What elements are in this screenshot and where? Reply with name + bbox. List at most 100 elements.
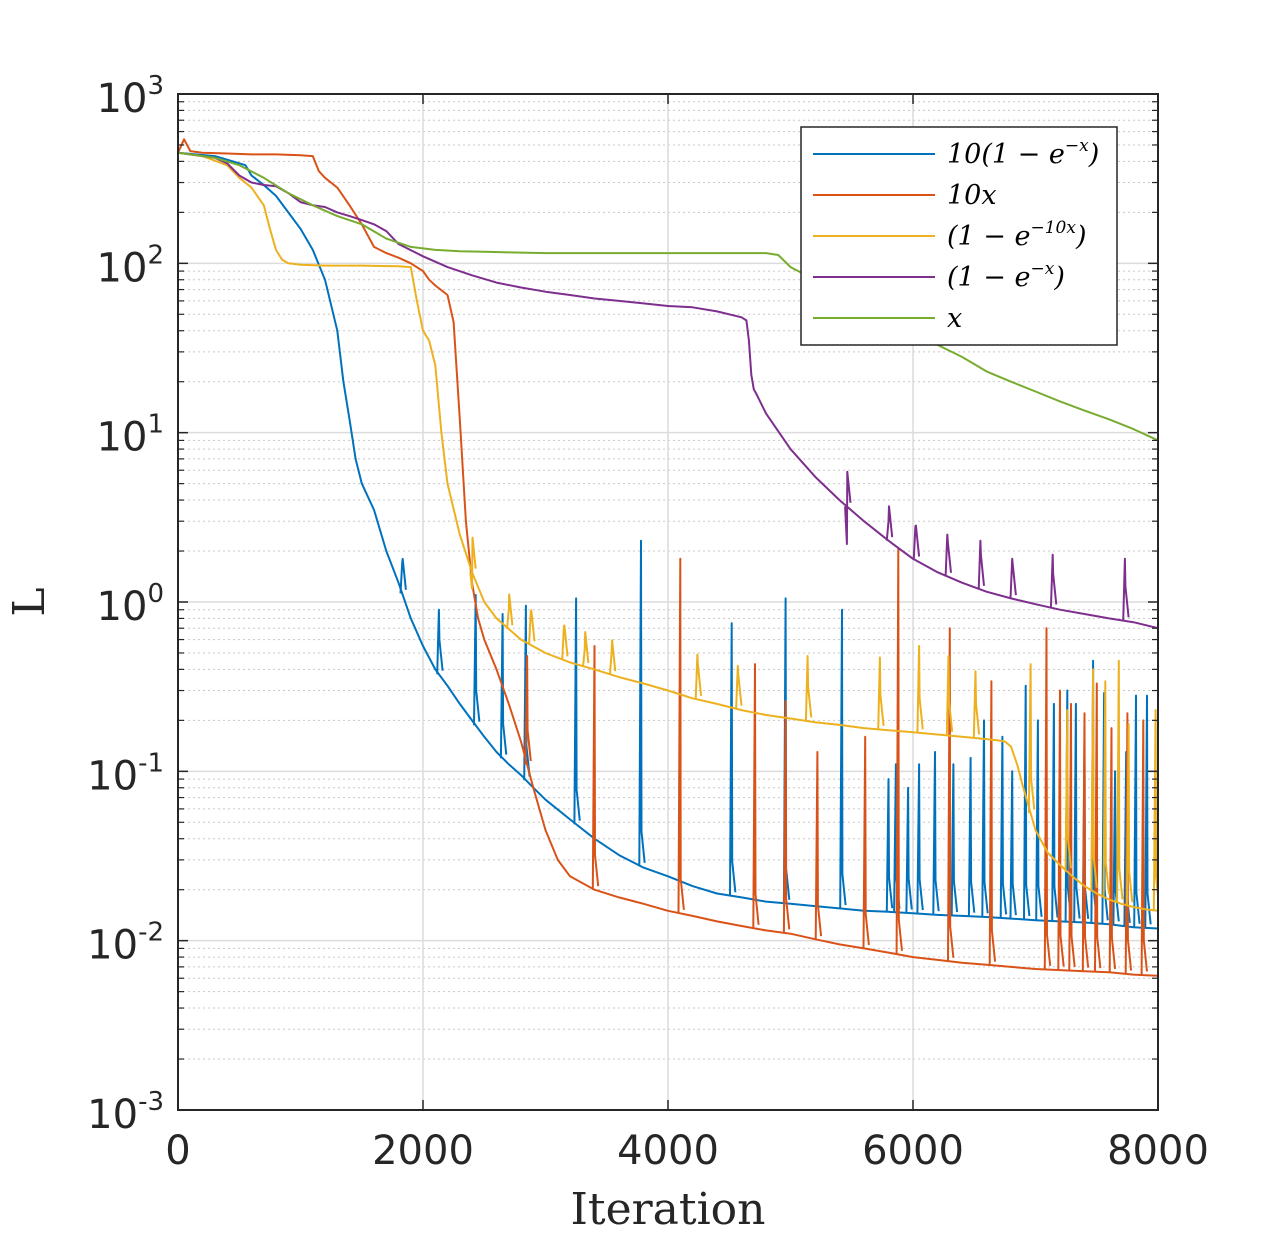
series-spike-3 <box>1122 557 1130 621</box>
series-line-2 <box>178 151 1158 912</box>
y-tick-exponent: 0 <box>147 579 164 609</box>
series-spike-0 <box>950 763 959 916</box>
series-spike-1 <box>988 680 997 966</box>
series-spike-1 <box>1140 719 1148 976</box>
series-spike-0 <box>916 763 924 914</box>
y-axis-title: L <box>4 587 55 616</box>
legend-label-3: (1 − e−x) <box>947 259 1065 293</box>
series-spike-1 <box>1081 712 1090 972</box>
legend-label-superscript: −x <box>1030 259 1054 279</box>
y-tick-label: 102 <box>97 240 164 291</box>
series-spike-1 <box>1108 727 1117 973</box>
series-spike-2 <box>735 664 743 710</box>
series-line-1 <box>178 138 1158 977</box>
series-spike-2 <box>1064 709 1072 872</box>
y-tick-exponent: 3 <box>147 71 164 101</box>
series-spike-0 <box>839 608 847 909</box>
series-spike-3 <box>912 524 921 561</box>
y-tick-exponent: 1 <box>147 410 164 440</box>
series-spike-0 <box>1023 684 1031 920</box>
series-spike-0 <box>729 622 737 896</box>
legend-label-0: 10(1 − e−x) <box>947 136 1099 170</box>
series-spike-0 <box>1035 719 1043 921</box>
y-tick-base: 10 <box>97 76 148 122</box>
legend-label-text: (1 − e <box>947 221 1030 252</box>
series-spike-0 <box>981 719 989 917</box>
series-spike-1 <box>1094 682 1102 972</box>
y-tick-exponent: -3 <box>138 1087 164 1117</box>
series-spike-1 <box>591 645 600 890</box>
series-spike-2 <box>582 631 590 667</box>
series-spike-2 <box>916 645 924 733</box>
legend-label-4: x <box>947 303 962 334</box>
series-spike-1 <box>862 735 870 949</box>
y-tick-exponent: -1 <box>138 748 164 778</box>
legend-label-superscript: −10x <box>1030 218 1076 238</box>
series-spike-2 <box>506 593 514 630</box>
series-spike-3 <box>885 505 894 541</box>
series-spike-2 <box>1116 659 1124 904</box>
legend-label-text: 10(1 − e <box>947 139 1065 170</box>
series-spike-2 <box>528 609 536 645</box>
legend-label-2: (1 − e−10x) <box>947 218 1087 252</box>
series-spike-2 <box>694 653 703 700</box>
series-spike-0 <box>638 539 646 867</box>
series-spike-1 <box>524 655 532 765</box>
series-spike-2 <box>945 655 954 736</box>
x-tick-label: 6000 <box>862 1128 964 1174</box>
series-spike-3 <box>1009 557 1017 599</box>
y-tick-label: 10-1 <box>87 748 164 799</box>
series-spike-2 <box>1125 723 1134 906</box>
legend-label-text: x <box>947 303 962 334</box>
y-tick-exponent: 2 <box>147 240 164 270</box>
legend-label-closing: ) <box>1088 139 1100 170</box>
y-tick-label: 103 <box>97 71 164 122</box>
major-grid <box>178 94 1158 1110</box>
series-spike-1 <box>1057 689 1065 971</box>
legend-label-1: 10x <box>947 180 997 211</box>
legend-label-superscript: −x <box>1065 136 1089 156</box>
series-spike-0 <box>905 786 913 914</box>
series-spike-0 <box>1073 702 1081 923</box>
series-spike-0 <box>473 594 481 726</box>
y-tick-label: 101 <box>97 410 164 461</box>
series-layer <box>178 138 1158 977</box>
legend-label-closing: ) <box>1053 262 1065 293</box>
series-spike-2 <box>972 670 981 739</box>
series-spike-2 <box>469 536 477 590</box>
y-tick-base: 10 <box>97 245 148 291</box>
series-spike-3 <box>944 533 952 577</box>
series-spike-0 <box>1112 770 1120 926</box>
series-line-4 <box>178 151 1158 442</box>
y-tick-base: 10 <box>97 415 148 461</box>
series-spike-2 <box>877 656 885 730</box>
series-spike-1 <box>782 700 791 934</box>
series-spike-0 <box>436 608 444 675</box>
series-spike-0 <box>999 735 1008 919</box>
series-spike-1 <box>1068 702 1076 971</box>
series-spike-1 <box>814 751 823 940</box>
series-spike-2 <box>1027 663 1036 814</box>
x-tick-label: 0 <box>165 1128 190 1174</box>
legend-label-text: (1 − e <box>947 262 1030 293</box>
series-spike-1 <box>752 663 760 929</box>
y-tick-base: 10 <box>87 923 138 969</box>
series-spike-1 <box>1043 627 1052 970</box>
x-tick-label: 2000 <box>372 1128 474 1174</box>
y-tick-label: 10-2 <box>87 918 164 969</box>
x-tick-label: 4000 <box>617 1128 719 1174</box>
series-spike-2 <box>1102 680 1110 898</box>
legend: 10(1 − e−x)10x(1 − e−10x)(1 − e−x)x <box>800 126 1118 346</box>
legend-label-text: 10x <box>947 180 997 211</box>
series-spike-0 <box>1051 702 1059 922</box>
series-spike-1 <box>677 557 685 914</box>
legend-label-closing: ) <box>1075 221 1087 252</box>
y-tick-label: 10-3 <box>87 1087 164 1138</box>
series-spike-3 <box>844 470 852 545</box>
series-spike-2 <box>561 624 569 661</box>
series-spike-0 <box>399 557 407 594</box>
x-tick-label: 8000 <box>1107 1128 1209 1174</box>
y-tick-base: 10 <box>87 1092 138 1138</box>
